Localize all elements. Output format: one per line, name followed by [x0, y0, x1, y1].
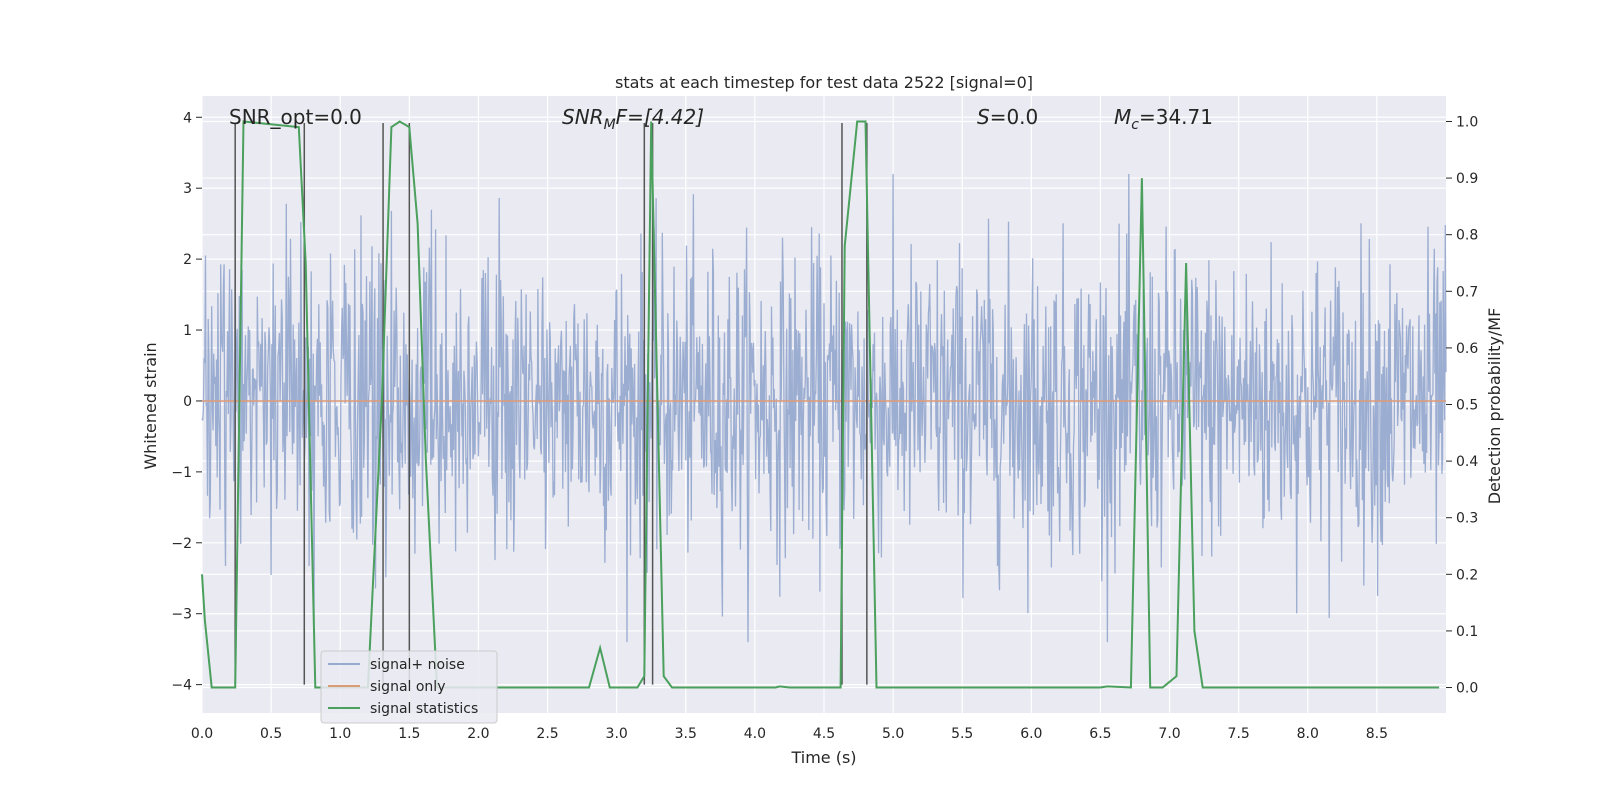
annotation-s-label: S [977, 105, 990, 129]
legend: signal+ noise signal only signal statist… [320, 650, 498, 724]
y2-tick-label: 0.5 [1456, 398, 1478, 414]
y2-axis-ticks: 1.0 0.9 0.8 0.7 0.6 0.5 0.4 0.3 0.2 0.1 0.0 [1446, 114, 1478, 697]
annotation-s-rest: =0.0 [990, 105, 1039, 129]
y-tick-label: −3 [171, 607, 192, 623]
x-tick-label: 4.0 [744, 726, 766, 742]
x-tick-label: 0.5 [260, 726, 282, 742]
annotation-snr-mf-main: SNR [562, 105, 604, 129]
chart-title: stats at each timestep for test data 252… [615, 73, 1033, 92]
x-tick-label: 2.0 [467, 726, 489, 742]
y-tick-label: 2 [183, 252, 192, 268]
x-tick-label: 0.0 [191, 726, 213, 742]
x-tick-label: 1.5 [398, 726, 420, 742]
y-tick-label: 0 [183, 394, 192, 410]
annotation-snr-mf-sub: M [604, 117, 616, 133]
x-tick-label: 3.0 [606, 726, 628, 742]
y2-tick-label: 0.2 [1456, 567, 1478, 583]
y2-tick-label: 0.4 [1456, 454, 1478, 470]
y2-tick-label: 0.1 [1456, 624, 1478, 640]
x-axis-ticks: 0.0 0.5 1.0 1.5 2.0 2.5 3.0 3.5 4.0 4.5 5.0 5.5 6.0 6… [191, 726, 1388, 742]
x-tick-label: 2.5 [536, 726, 558, 742]
annotation-mc-sub: c [1131, 117, 1139, 133]
x-tick-label: 7.5 [1228, 726, 1250, 742]
y-tick-label: −2 [171, 536, 192, 552]
y2-tick-label: 0.9 [1456, 171, 1478, 187]
x-tick-label: 1.0 [329, 726, 351, 742]
y-tick-label: −4 [171, 678, 192, 694]
x-tick-label: 5.0 [882, 726, 904, 742]
annotation-mc-label: M [1114, 105, 1131, 129]
x-tick-label: 7.0 [1158, 726, 1180, 742]
y-tick-label: 1 [183, 323, 192, 339]
y2-tick-label: 1.0 [1456, 114, 1478, 130]
vertical-markers [234, 122, 868, 685]
y-tick-label: 3 [183, 181, 192, 197]
legend-label-signal-statistics: signal statistics [370, 701, 478, 717]
annotation-snr-mf: SNRMF=[4.42] [562, 105, 704, 133]
y-tick-label: −1 [171, 465, 192, 481]
x-tick-label: 8.5 [1366, 726, 1388, 742]
x-tick-label: 8.0 [1297, 726, 1319, 742]
annotation-mc-rest: =34.71 [1139, 105, 1213, 129]
x-tick-label: 3.5 [675, 726, 697, 742]
x-tick-label: 5.5 [951, 726, 973, 742]
x-tick-label: 4.5 [813, 726, 835, 742]
y-axis-label: Whitened strain [141, 342, 160, 469]
legend-label-signal-plus-noise: signal+ noise [370, 657, 465, 673]
annotation-snr-opt: SNR_opt=0.0 [229, 105, 362, 129]
y2-tick-label: 0.7 [1456, 284, 1478, 300]
annotation-snr-mf-rest: F=[4.42] [616, 105, 704, 129]
legend-label-signal-only: signal only [370, 679, 445, 695]
legend-box [320, 650, 498, 724]
annotation-mc: Mc=34.71 [1114, 105, 1213, 133]
y2-axis-label: Detection probability/MF [1485, 308, 1504, 505]
y-axis-ticks: 4 3 2 1 0 −1 −2 −3 −4 [171, 110, 202, 694]
y2-tick-label: 0.0 [1456, 681, 1478, 697]
y2-tick-label: 0.8 [1456, 228, 1478, 244]
annotation-s: S=0.0 [977, 105, 1038, 129]
x-tick-label: 6.5 [1089, 726, 1111, 742]
y2-tick-label: 0.6 [1456, 341, 1478, 357]
y2-tick-label: 0.3 [1456, 511, 1478, 527]
y-tick-label: 4 [183, 110, 192, 126]
x-tick-label: 6.0 [1020, 726, 1042, 742]
x-axis-label: Time (s) [790, 748, 856, 767]
